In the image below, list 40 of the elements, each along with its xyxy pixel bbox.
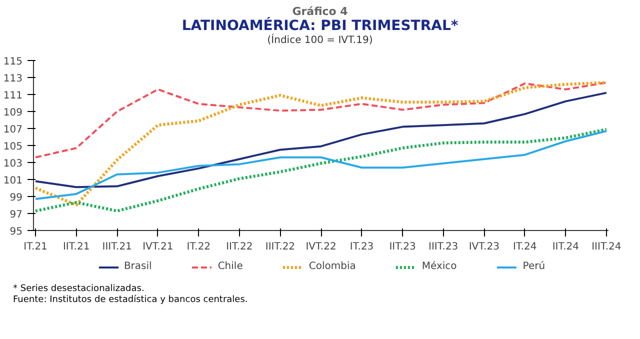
y-tick-label: 113 — [3, 73, 23, 84]
x-tick-label: IVT.21 — [142, 241, 174, 252]
line-series — [34, 82, 608, 158]
y-tick-label: 101 — [3, 175, 23, 186]
line-series — [34, 92, 608, 188]
legend-label: Brasil — [124, 260, 152, 273]
text: Gráfico 4 — [292, 5, 349, 18]
x-tick-label: IVT.23 — [468, 241, 500, 252]
x-tick-label: IT.24 — [513, 241, 537, 252]
y-tick-label: 105 — [3, 141, 23, 152]
x-tick-label: IIIT.21 — [102, 241, 132, 252]
legend-label: Chile — [218, 260, 243, 273]
x-tick-label: IVT.22 — [306, 241, 336, 252]
x-tick-label: IIT.21 — [62, 241, 90, 252]
x-tick-label: IIT.22 — [226, 241, 253, 252]
x-tick-label: IT.23 — [350, 241, 374, 252]
y-tick-label: 109 — [3, 107, 23, 118]
legend-label: México — [422, 260, 457, 273]
chart-title: LATINOAMÉRICA: PBI TRIMESTRAL* — [182, 18, 458, 34]
y-tick-label: 99 — [10, 192, 23, 204]
legend-label: Colombia — [308, 260, 356, 273]
y-tick-label: 111 — [3, 90, 23, 102]
legend-label: Perú — [522, 260, 546, 273]
x-tick-label: IT.22 — [186, 241, 211, 252]
chart-subtitle: (Índice 100 = IVT.19) — [266, 34, 374, 47]
x-tick-label: IIT.24 — [552, 241, 580, 252]
source-note: Fuente: Institutos de estadística y bancos centrales. — [13, 295, 248, 306]
x-tick-label: IIIT.24 — [592, 241, 622, 252]
y-tick-label: 97 — [10, 209, 23, 220]
text: * Series desestacionalizadas. — [13, 284, 146, 294]
line-series — [34, 128, 608, 212]
y-tick-label: 103 — [3, 158, 23, 170]
y-tick-label: 95 — [10, 226, 23, 238]
y-tick-label: 115 — [3, 56, 23, 68]
x-tick-label: IIT.23 — [389, 241, 416, 252]
x-tick-label: IIIT.23 — [428, 241, 458, 252]
line-series — [34, 130, 608, 200]
x-tick-label: IIIT.22 — [265, 241, 296, 252]
x-tick-label: IT.21 — [24, 241, 48, 252]
y-tick-label: 107 — [3, 124, 23, 136]
